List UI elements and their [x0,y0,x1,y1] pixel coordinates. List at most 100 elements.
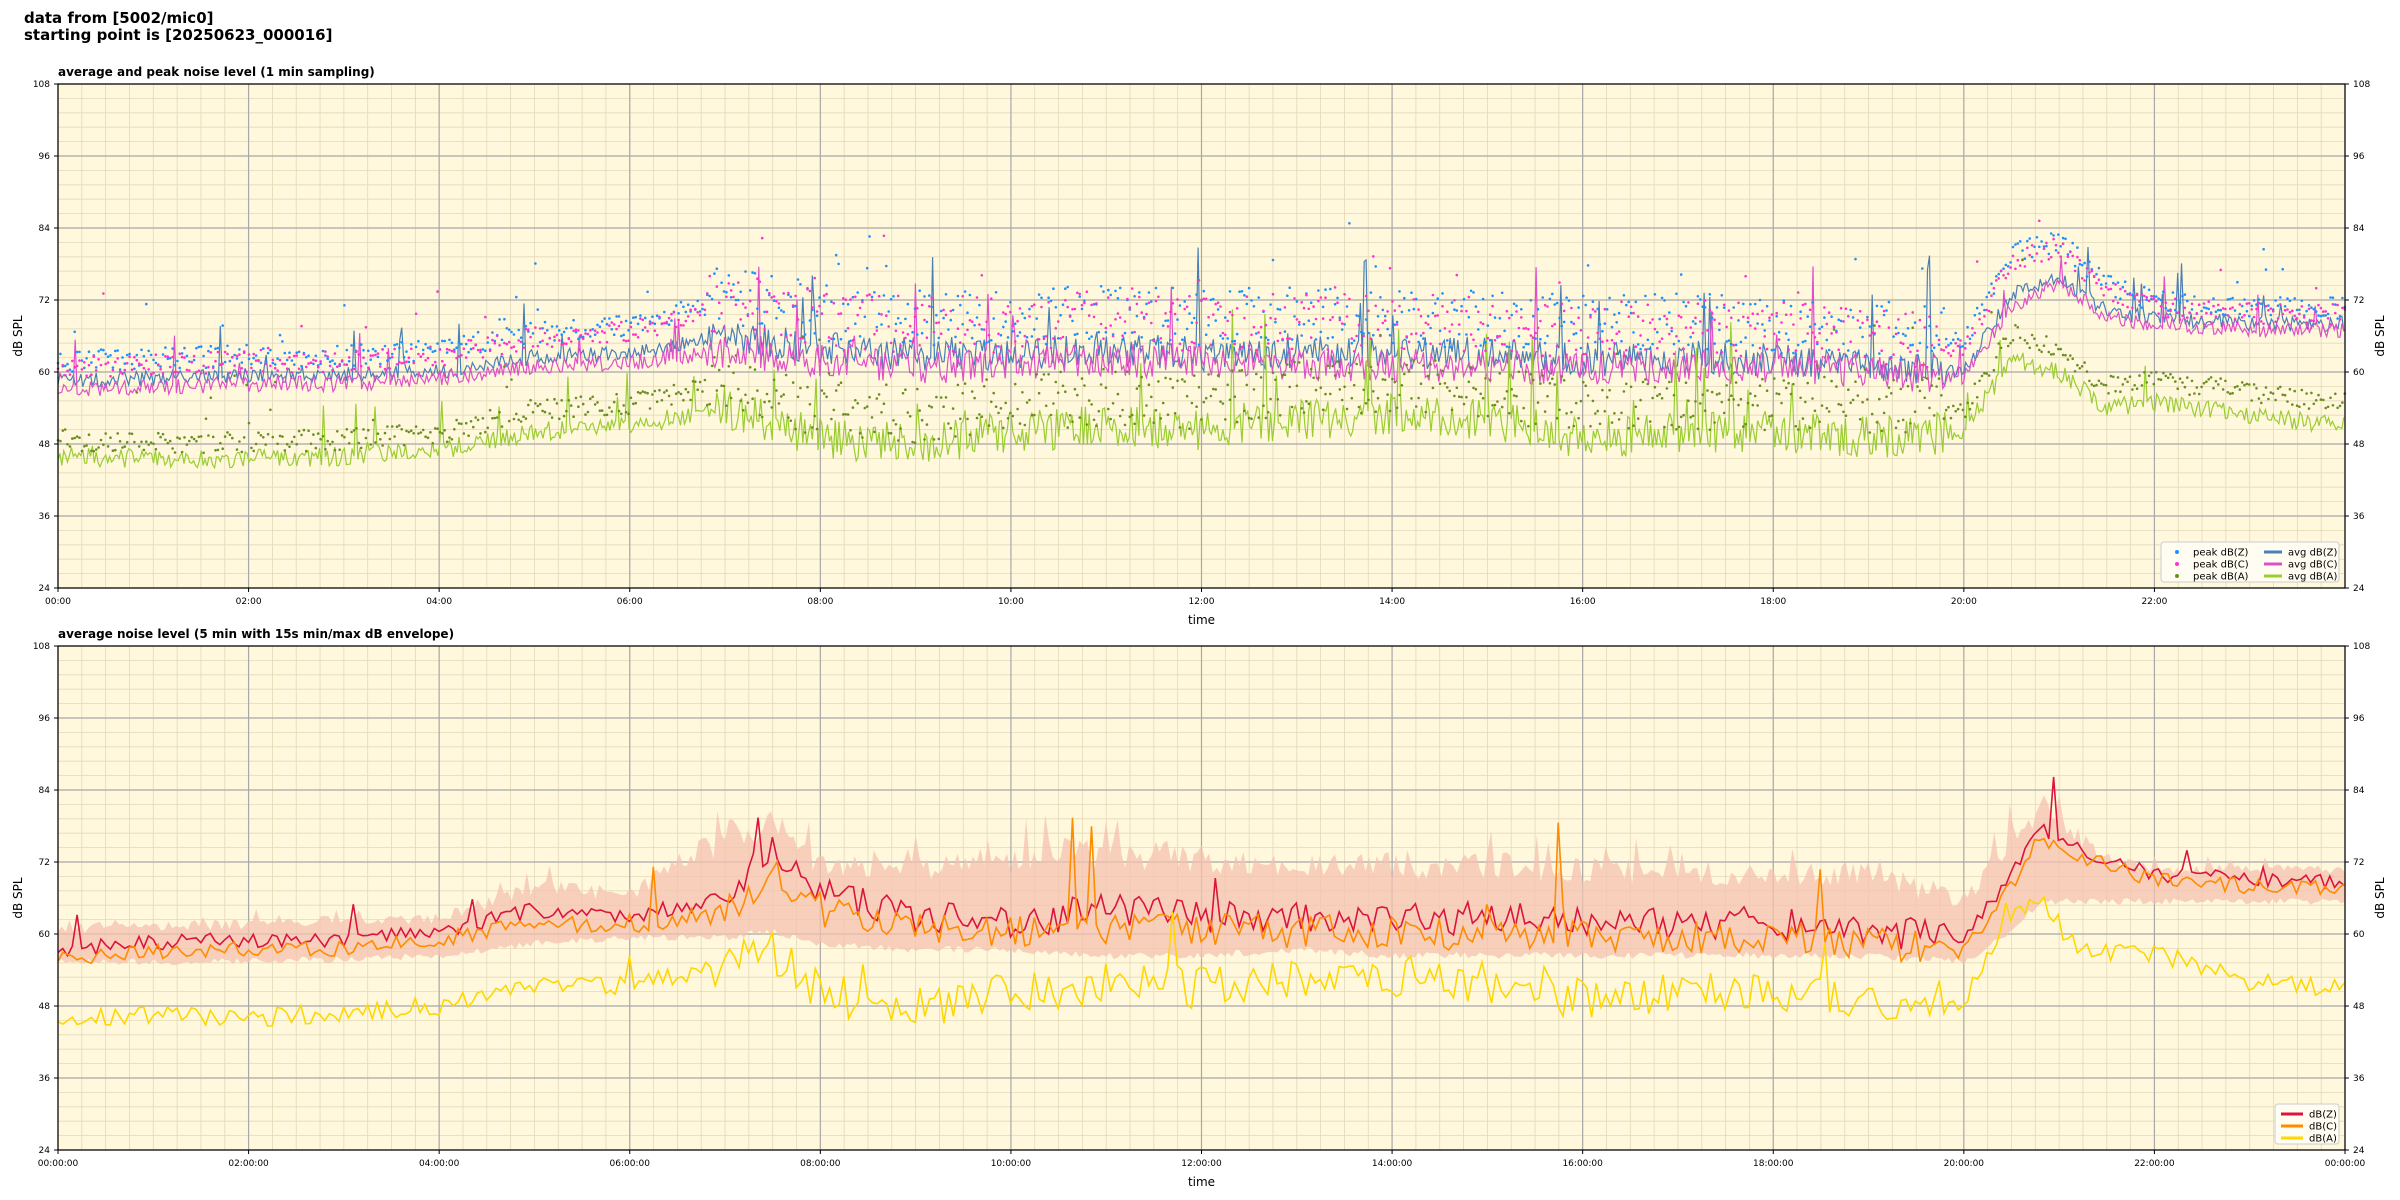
peak-point [732,371,735,375]
peak-point [2059,255,2062,258]
peak-point [1407,309,1411,312]
peak-point [2334,311,2337,315]
peak-point [1064,390,1067,394]
peak-point [2157,377,2160,381]
peak-point [1861,400,1864,404]
peak-point [338,362,342,366]
peak-point [1417,340,1420,344]
peak-point [782,393,785,396]
peak-point [121,446,124,449]
peak-point [92,449,96,453]
peak-point [445,351,449,354]
peak-point [252,449,255,453]
peak-point [1176,318,1179,321]
peak-point [2257,397,2261,400]
peak-point [1890,392,1893,395]
peak-point [92,355,96,358]
peak-point [2334,392,2337,396]
peak-point [441,339,444,343]
peak-point [1037,391,1041,395]
peak-point [2300,305,2304,308]
peak-point [1925,377,1929,380]
peak-point [2248,383,2251,386]
peak-point [1928,324,1931,328]
peak-point [1453,308,1456,311]
peak-point [1522,406,1525,410]
peak-point [1560,324,1564,328]
peak-point [1338,316,1342,320]
peak-point [1605,339,1609,342]
peak-point [1352,339,1356,342]
peak-point [591,395,594,399]
peak-point [374,353,377,357]
peak-point [242,350,246,353]
peak-point [414,345,418,349]
peak-point [245,383,248,387]
peak-point [1138,291,1141,294]
peak-point [1114,370,1117,374]
peak-point [827,372,831,375]
peak-point [1601,329,1604,333]
peak-point [83,445,86,448]
peak-point [484,430,487,434]
peak-point [2252,383,2256,386]
peak-point [543,410,547,414]
peak-point [519,420,523,423]
peak-point [1030,335,1034,338]
peak-point [1980,303,1984,306]
peak-point [1204,396,1208,400]
peak-point [2028,253,2031,257]
peak-point [620,334,623,338]
chart2-ytick-label: 72 [39,858,50,868]
peak-point [61,363,65,367]
peak-point [2049,255,2053,259]
chart2-ytick-label-right: 72 [2353,858,2364,868]
peak-point [906,411,910,414]
peak-point [116,432,119,435]
peak-point [424,435,427,439]
peak-point [830,337,833,341]
peak-point [2243,298,2246,301]
peak-point [1491,404,1494,407]
peak-point [1560,302,1564,306]
peak-point [1689,326,1692,329]
peak-point [1181,378,1184,381]
peak-point [770,274,773,278]
peak-point [1362,334,1365,338]
peak-point [1450,323,1454,326]
chart2-xtick-label: 00:00:00 [38,1159,79,1169]
peak-point [1309,367,1313,371]
peak-point [1016,319,1019,323]
peak-point [1130,287,1134,290]
peak-point [1407,340,1411,344]
peak-point [2014,243,2017,246]
peak-point [2123,280,2127,284]
peak-point [572,415,575,419]
peak-point [1118,414,1122,418]
peak-point [1827,410,1831,413]
peak-point [1360,344,1363,347]
peak-point [1520,316,1523,319]
peak-point [1142,317,1146,320]
peak-point [1298,361,1301,364]
peak-point [708,402,711,406]
peak-point [1567,339,1571,343]
peak-point [1150,395,1153,399]
peak-point [889,297,893,301]
peak-point [1431,386,1435,390]
peak-point [1071,420,1074,424]
peak-point [868,235,871,238]
peak-point [1398,304,1401,308]
peak-point [2341,296,2344,300]
peak-point [1391,377,1394,381]
peak-point [858,431,862,435]
peak-point [997,332,1000,336]
peak-point [2200,315,2203,319]
peak-point [577,329,580,332]
peak-point [1548,354,1552,358]
peak-point [720,281,723,285]
peak-point [1114,318,1117,321]
peak-point [1687,343,1690,347]
peak-point [2083,361,2086,364]
peak-point [1181,338,1184,342]
